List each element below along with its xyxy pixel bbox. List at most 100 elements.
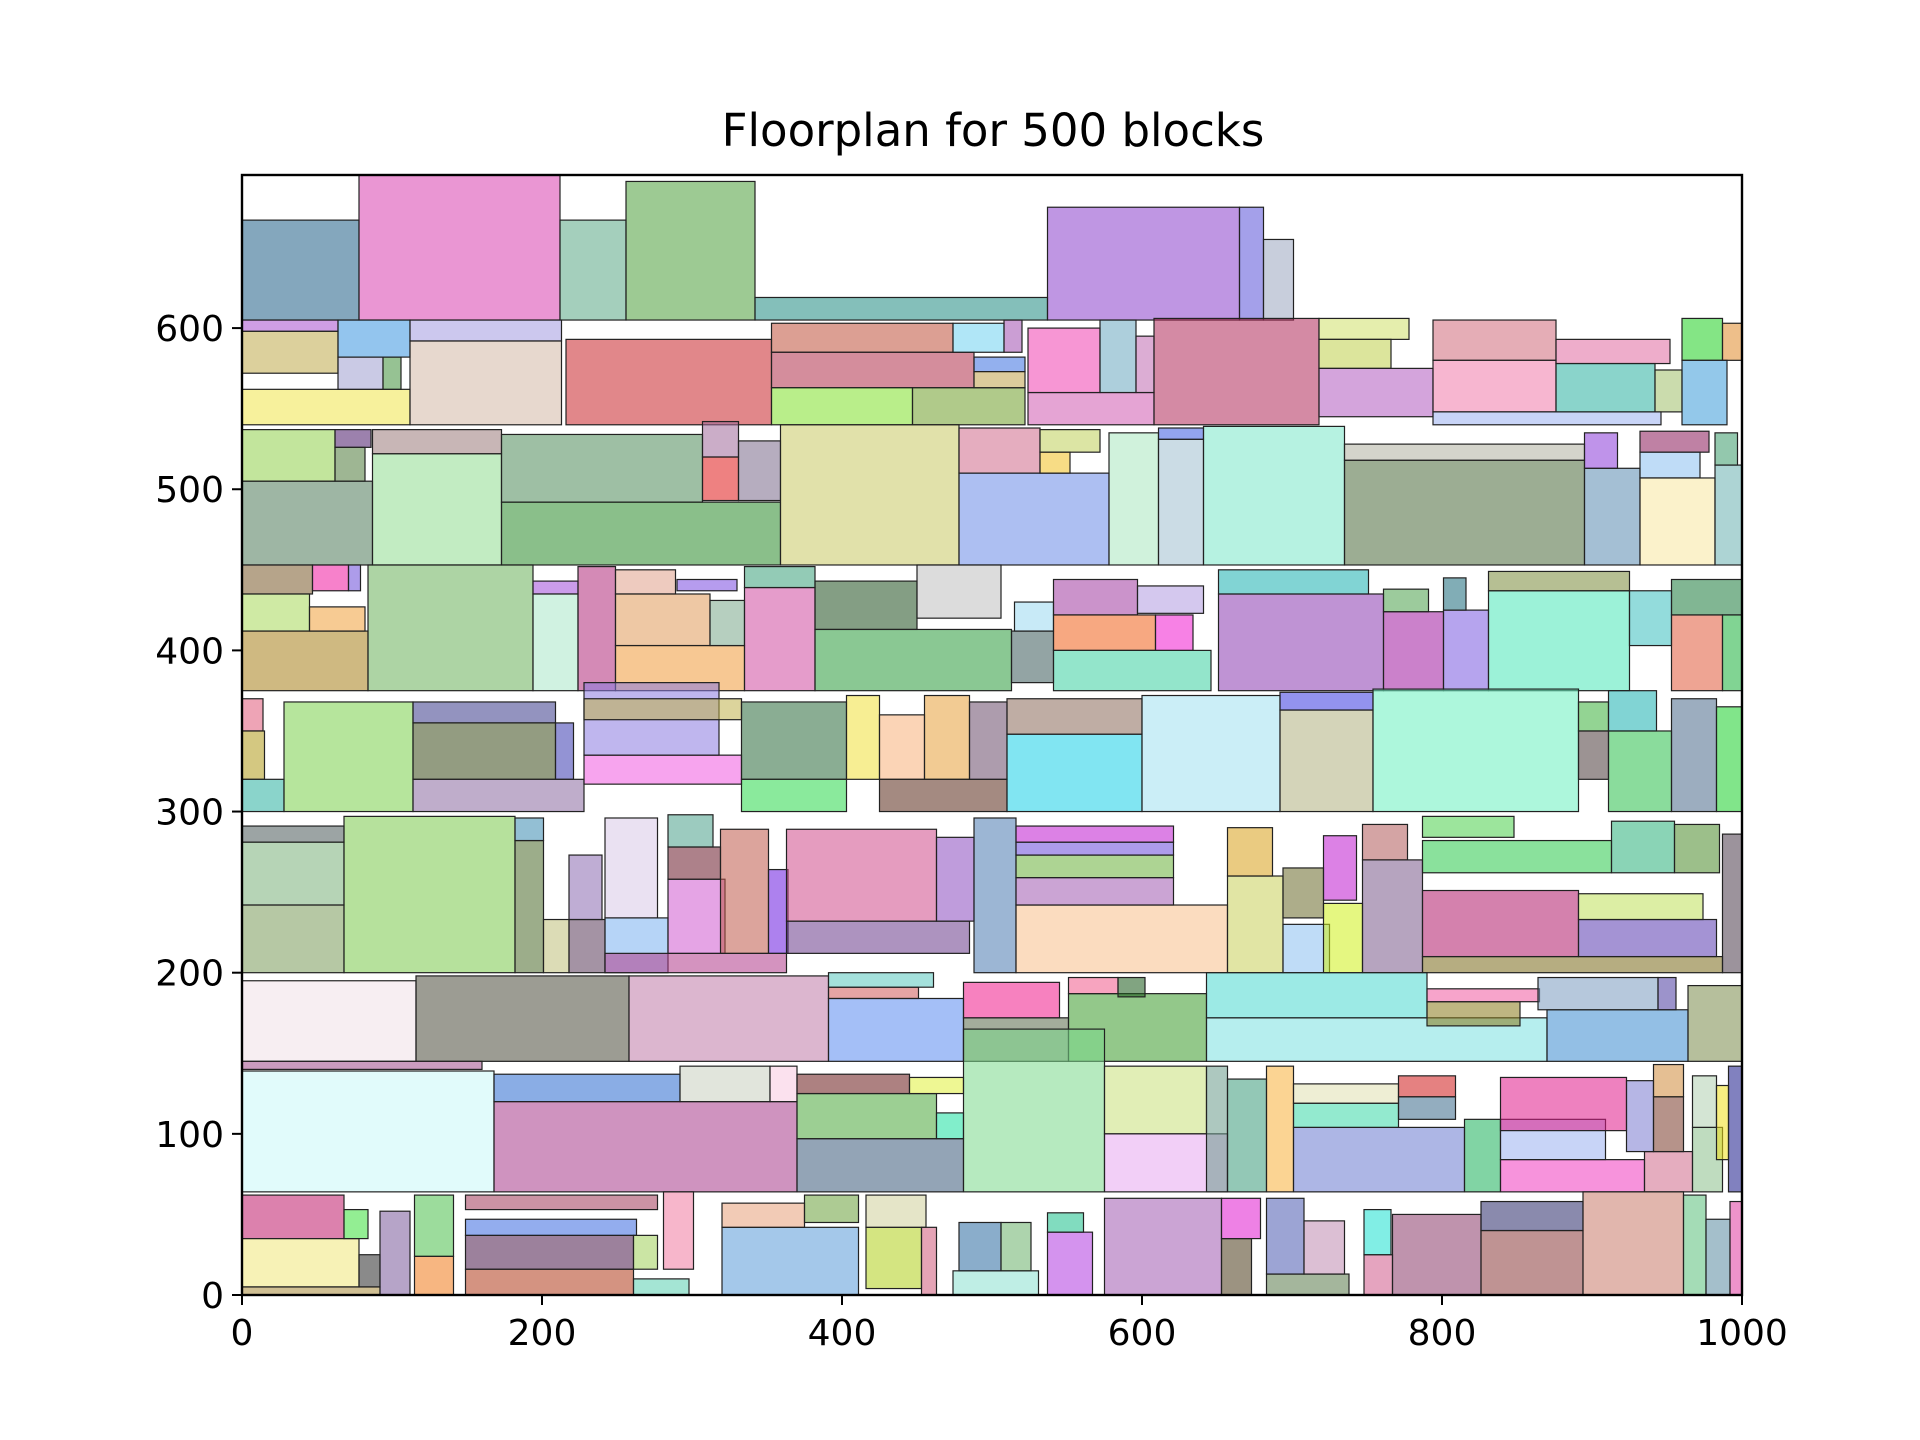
floorplan-block <box>1583 467 1641 566</box>
floorplan-block <box>412 778 585 813</box>
floorplan-block <box>679 1065 771 1103</box>
floorplan-block <box>785 828 938 922</box>
floorplan-block <box>1015 854 1175 879</box>
floorplan-block <box>1670 578 1743 616</box>
floorplan-block <box>814 628 1013 692</box>
floorplan-block <box>241 698 264 732</box>
floorplan-block <box>1322 835 1358 901</box>
floorplan-block <box>1721 833 1743 974</box>
floorplan-block <box>413 1194 455 1257</box>
chart-title: Floorplan for 500 blocks <box>722 104 1265 157</box>
floorplan-block <box>577 565 617 692</box>
floorplan-block <box>604 952 788 974</box>
floorplan-block <box>827 972 935 988</box>
floorplan-block <box>1015 904 1229 974</box>
floorplan-block <box>743 586 816 692</box>
floorplan-block <box>559 219 627 321</box>
floorplan-block <box>379 1210 411 1296</box>
floorplan-block <box>241 1237 360 1288</box>
floorplan-block <box>464 1268 635 1296</box>
floorplan-block <box>1432 319 1557 361</box>
floorplan-block <box>500 501 782 566</box>
floorplan-block <box>614 569 677 595</box>
floorplan-block <box>1652 1096 1685 1153</box>
floorplan-block <box>770 387 914 426</box>
floorplan-block <box>343 815 516 974</box>
floorplan-block <box>1052 578 1139 616</box>
floorplan-block <box>662 1191 695 1270</box>
floorplan-block <box>1220 1197 1262 1240</box>
floorplan-block <box>740 778 848 813</box>
floorplan-block <box>241 564 314 595</box>
floorplan-block <box>865 1194 927 1228</box>
floorplan-block <box>583 754 743 785</box>
floorplan-block <box>1013 601 1055 632</box>
floorplan-block <box>1487 570 1631 592</box>
floorplan-block <box>1343 459 1586 566</box>
floorplan-block <box>1154 614 1194 651</box>
floorplan-block <box>962 981 1061 1019</box>
floorplan-block <box>1625 1080 1655 1153</box>
floorplan-block <box>865 1226 923 1290</box>
floorplan-block <box>1103 1065 1208 1135</box>
floorplan-block <box>241 1070 495 1193</box>
floorplan-block <box>1670 614 1724 692</box>
floorplan-block <box>241 730 266 780</box>
floorplan-block <box>241 904 345 974</box>
y-tick-label: 500 <box>155 470 224 511</box>
floorplan-block <box>1499 1076 1628 1132</box>
floorplan-block <box>583 698 743 721</box>
y-tick-label: 600 <box>155 309 224 350</box>
y-tick-label: 200 <box>155 954 224 995</box>
floorplan-block <box>632 1278 690 1296</box>
floorplan-block <box>337 319 411 358</box>
floorplan-block <box>1583 432 1619 469</box>
floorplan-block <box>709 599 746 647</box>
floorplan-block <box>358 1254 381 1288</box>
floorplan-block <box>1607 730 1673 813</box>
floorplan-block <box>1363 1254 1394 1296</box>
floorplan-block <box>241 429 336 482</box>
floorplan-block <box>628 975 830 1062</box>
floorplan-block <box>1010 630 1055 684</box>
floorplan-block <box>719 828 770 954</box>
floorplan-block <box>1282 867 1325 919</box>
floorplan-block <box>241 219 360 321</box>
plot-frame <box>240 173 1744 1297</box>
floorplan-block <box>464 1194 659 1211</box>
floorplan-block <box>1265 1065 1295 1193</box>
floorplan-block <box>308 606 366 632</box>
floorplan-block <box>1546 1009 1689 1062</box>
floorplan-block <box>241 388 411 426</box>
floorplan-block <box>796 1073 911 1095</box>
floorplan-block <box>923 694 971 780</box>
floorplan-block <box>1322 902 1364 974</box>
floorplan-block <box>770 351 975 389</box>
x-tick-label: 600 <box>1108 1313 1177 1354</box>
floorplan-block <box>814 580 918 631</box>
floorplan-block <box>241 1286 381 1296</box>
floorplan-block <box>1421 955 1724 974</box>
floorplan-block <box>241 630 369 692</box>
floorplan-block <box>796 1092 938 1140</box>
floorplan-block <box>1480 1229 1584 1296</box>
floorplan-block <box>1279 709 1374 813</box>
floorplan-block <box>1555 362 1656 413</box>
floorplan-block <box>743 565 816 589</box>
floorplan-block <box>334 446 366 482</box>
floorplan-block <box>1607 690 1658 732</box>
floorplan-block <box>1108 432 1160 566</box>
floorplan-block <box>409 319 563 342</box>
floorplan-block <box>1442 609 1490 692</box>
y-tick-label: 0 <box>201 1276 224 1317</box>
floorplan-block <box>845 694 881 780</box>
floorplan-block <box>337 356 384 390</box>
floorplan-block <box>1555 338 1671 365</box>
floorplan-block <box>1363 1208 1392 1256</box>
floorplan-block <box>1582 1191 1685 1296</box>
y-tick-label: 400 <box>155 631 224 672</box>
floorplan-block <box>1657 976 1677 1011</box>
floorplan-block <box>283 701 414 813</box>
floorplan-block <box>667 846 722 880</box>
floorplan-block <box>1421 839 1613 874</box>
